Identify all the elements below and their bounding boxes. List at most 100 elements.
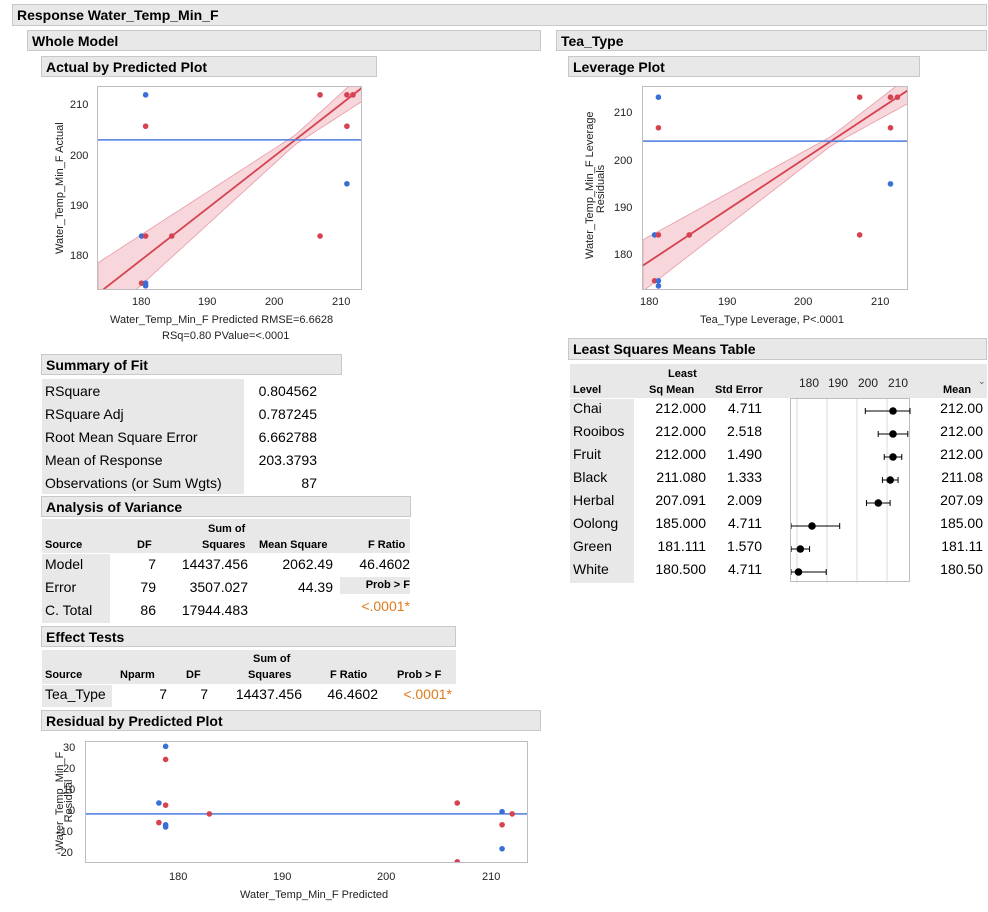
data-point [509, 811, 515, 817]
summary-of-fit-header[interactable]: Summary of Fit [41, 354, 342, 375]
leverage-plot-ylabel2: Residuals [595, 164, 607, 214]
lsm-col-lsm1: Least [668, 368, 697, 380]
data-point [142, 233, 149, 239]
anova-col-ms: Mean Square [259, 539, 328, 551]
leverage-ytick: 210 [614, 107, 633, 119]
table-row: RSquare Adj 0.787245 [42, 402, 320, 425]
residual-ytick: 0 [69, 805, 76, 817]
residual-ytick: 30 [63, 742, 76, 754]
lsm-point [796, 545, 805, 553]
actual-ytick: 200 [70, 150, 89, 162]
lsm-header[interactable]: Least Squares Means Table [568, 338, 987, 360]
residual-plot-header[interactable]: Residual by Predicted Plot [41, 710, 541, 731]
whole-model-header[interactable]: Whole Model [27, 30, 541, 51]
effect-tests-header[interactable]: Effect Tests [41, 626, 456, 647]
lsm-std-error: 1.333 [726, 469, 762, 485]
anova-ms: 2062.49 [282, 556, 333, 572]
leverage-xtick: 200 [794, 296, 813, 308]
fit-value: 6.662788 [258, 428, 317, 445]
confidence-band [643, 87, 907, 289]
tea-type-header[interactable]: Tea_Type [556, 30, 987, 51]
lsm-std-error: 2.009 [726, 492, 762, 508]
anova-df: 7 [148, 556, 156, 572]
lsm-mean: 180.50 [940, 561, 983, 577]
data-point [499, 845, 505, 852]
anova-col-source: Source [45, 539, 83, 551]
lsm-value: 212.000 [655, 423, 706, 439]
actual-ytick: 190 [70, 200, 89, 212]
lsm-mean: 211.08 [941, 469, 983, 485]
residual-plot-canvas [86, 743, 527, 862]
lsm-axis-tick: 210 [888, 376, 909, 390]
data-point [344, 123, 350, 130]
anova-source: Error [45, 579, 77, 595]
sort-chevron-icon[interactable]: ⌄ [978, 376, 986, 386]
actual-xtick: 200 [265, 296, 284, 308]
anova-header-bg [42, 519, 410, 553]
lsm-level: Fruit [573, 446, 601, 462]
data-point [317, 92, 323, 98]
data-point [142, 123, 149, 130]
data-point [156, 800, 162, 806]
anova-ss: 3507.027 [189, 579, 248, 595]
lsm-mean: 212.00 [940, 423, 983, 439]
data-point [887, 94, 894, 100]
fit-label: RSquare [42, 379, 244, 402]
table-row: Root Mean Square Error 6.662788 [42, 425, 320, 448]
lsm-mean: 212.00 [940, 400, 983, 416]
lsm-value: 211.080 [656, 469, 706, 485]
lsm-value: 185.000 [655, 515, 706, 531]
fit-value: 203.3793 [258, 451, 317, 468]
data-point [138, 233, 145, 239]
actual-plot-frame [97, 86, 362, 290]
actual-plot-canvas [98, 87, 361, 289]
lsm-value: 207.091 [655, 492, 706, 508]
fit-label: Observations (or Sum Wgts) [42, 471, 244, 494]
lsm-point [886, 476, 895, 484]
fit-value: 0.804562 [258, 382, 317, 399]
data-point [655, 94, 662, 100]
lsm-level: Black [573, 469, 608, 485]
lsm-std-error: 4.711 [728, 400, 762, 416]
data-point [454, 859, 461, 862]
residual-xtick: 210 [482, 871, 501, 883]
lsm-axis-tick: 200 [858, 376, 879, 390]
fit-label: Root Mean Square Error [42, 425, 244, 448]
data-point [651, 232, 658, 238]
data-point [162, 743, 169, 750]
data-point [142, 92, 149, 98]
data-point [344, 92, 350, 98]
data-point [655, 232, 662, 238]
actual-xtick: 180 [132, 296, 151, 308]
anova-header[interactable]: Analysis of Variance [41, 496, 411, 517]
leverage-plot-header[interactable]: Leverage Plot [568, 56, 920, 77]
lsm-mean: 207.09 [940, 492, 983, 508]
data-point [655, 283, 662, 289]
residual-ytick: -20 [57, 847, 73, 859]
fit-line [102, 87, 361, 289]
lsm-value: 180.500 [655, 561, 706, 577]
effect-col-ss1: Sum of [253, 653, 291, 665]
effect-source: Tea_Type [45, 686, 106, 702]
anova-col-ss2: Squares [202, 539, 246, 551]
anova-f: 46.4602 [359, 556, 410, 572]
effect-df: 7 [200, 686, 208, 702]
lsm-point [889, 407, 897, 415]
data-point [655, 125, 662, 131]
data-point [138, 280, 145, 286]
leverage-ytick: 190 [614, 202, 633, 214]
lsm-point [889, 430, 897, 438]
fit-label: RSquare Adj [42, 402, 244, 425]
effect-col-ss2: Squares [248, 669, 292, 681]
effect-source-bg [42, 685, 112, 707]
actual-plot-header[interactable]: Actual by Predicted Plot [41, 56, 377, 77]
table-row: Observations (or Sum Wgts) 87 [42, 471, 320, 494]
lsm-level-bg [570, 399, 634, 583]
response-header[interactable]: Response Water_Temp_Min_F [12, 4, 987, 26]
leverage-xtick: 210 [871, 296, 890, 308]
effect-col-source: Source [45, 669, 83, 681]
anova-ss: 14437.456 [181, 556, 248, 572]
anova-source-bg [42, 554, 110, 623]
lsm-mean: 185.00 [940, 515, 983, 531]
lsm-value: 181.111 [657, 538, 706, 554]
